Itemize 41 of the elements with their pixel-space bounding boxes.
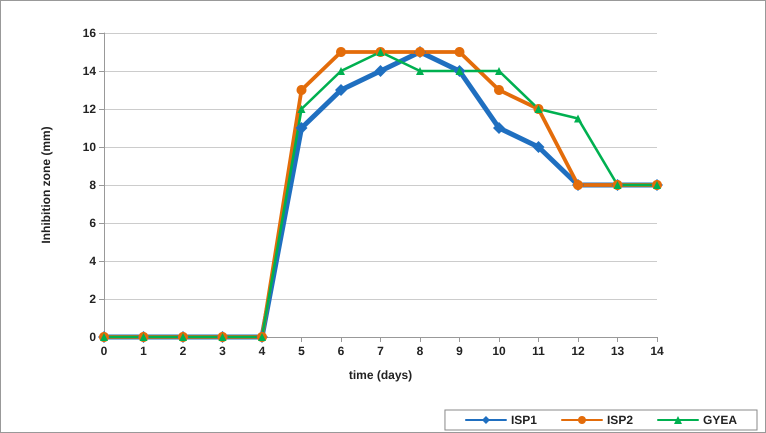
y-tick-label: 8 [89, 178, 96, 192]
legend-label: GYEA [702, 413, 738, 427]
x-tick-label: 7 [377, 344, 384, 358]
point [416, 67, 424, 75]
x-axis-title: time (days) [348, 368, 412, 382]
x-tick-label: 6 [338, 344, 345, 358]
point [494, 85, 504, 95]
x-tick-label: 3 [219, 344, 226, 358]
point [532, 141, 544, 153]
x-tick-label: 1 [140, 344, 148, 358]
legend-label: ISP1 [510, 413, 538, 427]
x-tick-label: 0 [100, 344, 108, 358]
y-tick-label: 2 [89, 292, 96, 306]
point [296, 85, 306, 95]
x-tick-label: 14 [650, 344, 664, 358]
y-tick-label: 16 [82, 26, 96, 40]
y-tick-label: 12 [82, 102, 96, 116]
point [335, 84, 347, 96]
point [493, 122, 505, 134]
point [336, 47, 346, 57]
x-tick-label: 11 [532, 344, 546, 358]
point [296, 122, 308, 134]
x-tick-label: 2 [180, 344, 187, 358]
y-tick-label: 0 [89, 330, 96, 344]
point [454, 47, 464, 57]
y-axis-title: Inhibition zone (mm) [39, 126, 53, 244]
x-tick-label: 9 [456, 344, 464, 358]
legend-label: ISP2 [606, 413, 634, 427]
x-tick-label: 4 [258, 344, 266, 358]
x-tick-label: 5 [298, 344, 306, 358]
y-tick-label: 14 [82, 64, 96, 78]
y-tick-label: 10 [82, 140, 96, 154]
point [298, 105, 306, 113]
y-tick-label: 6 [89, 216, 96, 230]
x-tick-label: 10 [492, 344, 506, 358]
x-tick-label: 8 [416, 344, 424, 358]
point [574, 114, 582, 122]
y-tick-label: 4 [89, 254, 96, 268]
point [374, 65, 386, 77]
x-tick-label: 13 [610, 344, 624, 358]
x-tick-label: 12 [571, 344, 585, 358]
